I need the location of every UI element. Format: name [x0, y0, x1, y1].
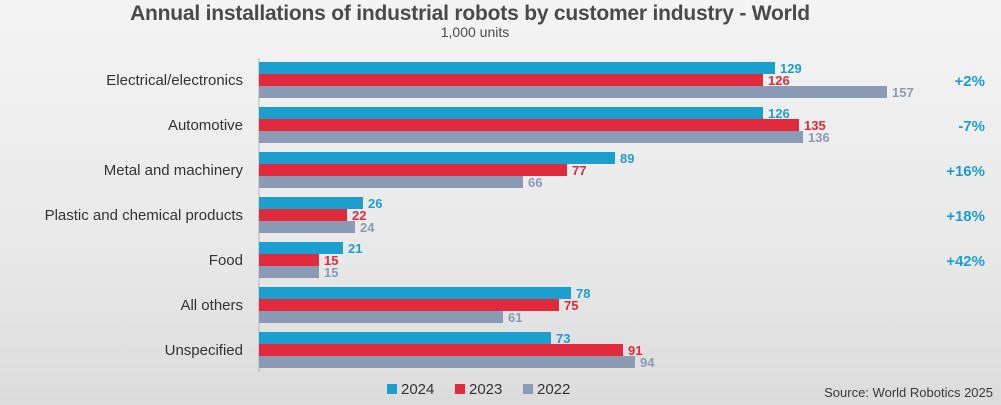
- bar-2024: [259, 62, 775, 74]
- bar-2022: [259, 311, 503, 323]
- change-label: +42%: [946, 253, 985, 270]
- category-label: Unspecified: [165, 342, 243, 359]
- category-label: Metal and machinery: [104, 162, 244, 179]
- category-label: Automotive: [168, 117, 243, 134]
- legend-swatch-2022: [523, 384, 533, 394]
- data-label-2022: 61: [508, 310, 522, 325]
- data-label-2023: 22: [352, 208, 366, 223]
- change-label: +2%: [955, 73, 985, 90]
- data-label-2024: 89: [620, 151, 634, 166]
- data-label-2022: 15: [324, 265, 338, 280]
- bar-2022: [259, 221, 355, 233]
- data-label-2024: 129: [780, 61, 802, 76]
- bar-2023: [259, 164, 567, 176]
- data-label-2023: 126: [768, 73, 790, 88]
- bar-2022: [259, 356, 635, 368]
- bar-2023: [259, 344, 623, 356]
- bar-2022: [259, 86, 887, 98]
- bar-2024: [259, 332, 551, 344]
- bar-2023: [259, 74, 763, 86]
- data-label-2022: 24: [360, 220, 375, 235]
- legend-label-2022: 2022: [537, 381, 570, 398]
- bar-2024: [259, 287, 571, 299]
- bar-2023: [259, 254, 319, 266]
- bar-2023: [259, 299, 559, 311]
- data-label-2022: 94: [640, 355, 655, 370]
- data-label-2023: 75: [564, 298, 578, 313]
- legend-label-2024: 2024: [401, 381, 434, 398]
- change-label: -7%: [958, 118, 985, 135]
- data-label-2024: 73: [556, 331, 570, 346]
- data-label-2022: 157: [892, 85, 914, 100]
- chart-title: Annual installations of industrial robot…: [130, 2, 810, 25]
- data-label-2023: 91: [628, 343, 642, 358]
- data-label-2024: 21: [348, 241, 362, 256]
- legend-label-2023: 2023: [469, 381, 502, 398]
- bar-2024: [259, 242, 343, 254]
- category-label: Electrical/electronics: [106, 72, 243, 89]
- category-label: Food: [209, 252, 243, 269]
- data-label-2024: 78: [576, 286, 590, 301]
- data-label-2024: 126: [768, 106, 790, 121]
- bar-2024: [259, 152, 615, 164]
- category-label: Plastic and chemical products: [45, 207, 243, 224]
- bar-2022: [259, 131, 803, 143]
- change-label: +16%: [946, 163, 985, 180]
- bar-2022: [259, 266, 319, 278]
- bar-2024: [259, 107, 763, 119]
- bar-2022: [259, 176, 523, 188]
- data-label-2023: 15: [324, 253, 338, 268]
- source-note: Source: World Robotics 2025: [824, 385, 993, 400]
- data-label-2023: 77: [572, 163, 586, 178]
- data-label-2023: 135: [804, 118, 826, 133]
- bar-2023: [259, 119, 799, 131]
- category-label: All others: [180, 297, 243, 314]
- bar-2024: [259, 197, 363, 209]
- legend-swatch-2023: [455, 384, 465, 394]
- bar-2023: [259, 209, 347, 221]
- change-label: +18%: [946, 208, 985, 225]
- legend-swatch-2024: [387, 384, 397, 394]
- chart-subtitle: 1,000 units: [440, 24, 510, 40]
- data-label-2024: 26: [368, 196, 382, 211]
- data-label-2022: 136: [808, 130, 830, 145]
- data-label-2022: 66: [528, 175, 542, 190]
